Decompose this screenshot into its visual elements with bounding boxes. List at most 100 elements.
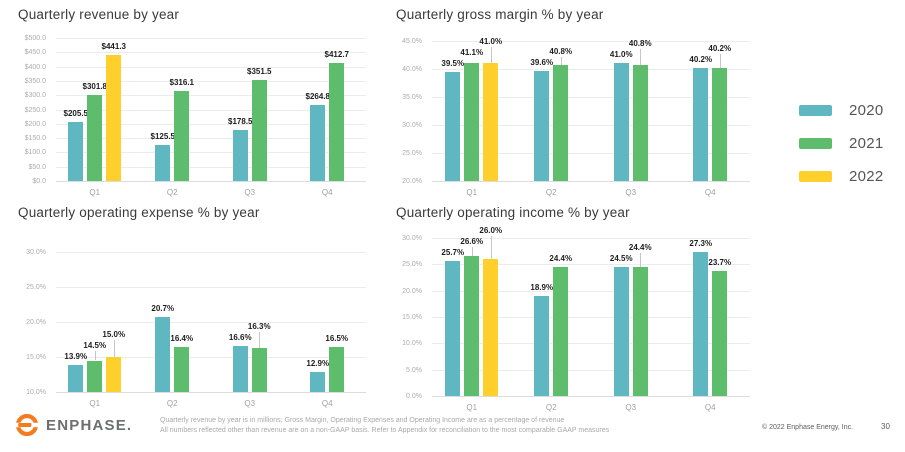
bar-2020-Q1 bbox=[68, 364, 84, 392]
legend-item-2022: 2022 bbox=[799, 167, 884, 185]
y-tick-label: $400.0 bbox=[24, 63, 46, 71]
y-tick-label: 0.0% bbox=[406, 393, 422, 400]
y-tick-label: 40.0% bbox=[402, 66, 422, 73]
y-tick-label: 20.0% bbox=[26, 319, 46, 326]
bar-2021-Q1 bbox=[87, 360, 103, 392]
plot-area-operating-expense: 10.0% 15.0% 20.0% 25.0% 30.0% 13.9% 14.5% 15.0%… bbox=[8, 249, 406, 414]
bar-2021-Q4 bbox=[329, 346, 345, 392]
legend-label-2022: 2022 bbox=[849, 167, 884, 185]
bar-value-label: $316.1 bbox=[169, 77, 194, 87]
legend-label-2021: 2021 bbox=[849, 134, 884, 152]
gridline bbox=[432, 69, 750, 70]
bar-value-label: 24.4% bbox=[628, 242, 652, 252]
x-axis-label-Q3: Q3 bbox=[244, 399, 256, 408]
y-tick-label: $200.0 bbox=[24, 120, 46, 128]
bar-2020-Q3 bbox=[232, 129, 248, 181]
y-tick-label: $150.0 bbox=[24, 135, 46, 143]
x-axis-label-Q1: Q1 bbox=[466, 403, 478, 412]
chart-title: Quarterly operating expense % by year bbox=[18, 205, 260, 220]
bar-2021-Q4 bbox=[712, 271, 728, 396]
legend-swatch-2020 bbox=[799, 104, 832, 116]
footnote-line1: Quarterly revenue by year is in millions… bbox=[160, 417, 565, 424]
bar-value-label: 40.2% bbox=[708, 43, 732, 53]
y-tick-label: 15.0% bbox=[402, 314, 422, 321]
gridline bbox=[56, 52, 366, 54]
bar-2022-Q1 bbox=[106, 357, 122, 392]
x-axis-label-Q4: Q4 bbox=[704, 403, 716, 412]
plot-area-operating-income: 0.0% 5.0% 10.0% 15.0% 20.0% 25.0% 30.0% 25.7% 26… bbox=[386, 226, 790, 418]
label-leader-line bbox=[719, 53, 721, 68]
y-tick-label: $100.0 bbox=[24, 149, 46, 157]
y-tick-label: 10.0% bbox=[402, 340, 422, 348]
y-tick-label: 20.0% bbox=[402, 287, 422, 295]
y-tick-label: 25.0% bbox=[402, 150, 422, 157]
label-leader-line bbox=[490, 46, 492, 64]
y-tick-label: 20.0% bbox=[402, 178, 422, 185]
enphase-logo-text: ENPHASE. bbox=[46, 416, 133, 434]
bar-value-label: 20.7% bbox=[151, 304, 175, 314]
legend-swatch-2021 bbox=[799, 137, 832, 149]
gridline bbox=[56, 357, 366, 358]
label-leader-line bbox=[490, 235, 492, 260]
gridline bbox=[432, 125, 750, 126]
bar-2021-Q2 bbox=[553, 64, 569, 181]
bar-2021-Q3 bbox=[251, 80, 267, 181]
label-leader-line bbox=[471, 246, 473, 256]
x-axis-label-Q2: Q2 bbox=[166, 399, 178, 408]
y-tick-label: $0.0 bbox=[32, 178, 46, 185]
bar-value-label: 15.0% bbox=[102, 329, 126, 339]
legend-item-2020: 2020 bbox=[799, 101, 884, 119]
y-tick-label: 30.0% bbox=[26, 249, 46, 256]
gridline bbox=[56, 95, 366, 97]
bar-value-label: 13.9% bbox=[64, 351, 88, 361]
chart-title: Quarterly operating income % by year bbox=[396, 205, 630, 220]
y-tick-label: 30.0% bbox=[402, 235, 422, 242]
label-leader-line bbox=[560, 57, 562, 65]
bar-2021-Q1 bbox=[464, 62, 480, 181]
bar-value-label: 39.5% bbox=[441, 58, 465, 68]
y-tick-label: $450.0 bbox=[24, 49, 46, 57]
y-tick-label: 10.0% bbox=[26, 389, 46, 396]
bar-2021-Q2 bbox=[553, 267, 569, 396]
bar-2021-Q2 bbox=[174, 347, 190, 392]
bar-2021-Q2 bbox=[174, 90, 190, 181]
x-axis-label-Q4: Q4 bbox=[321, 188, 333, 197]
bar-value-label: 16.5% bbox=[325, 333, 349, 343]
y-tick-label: 25.0% bbox=[26, 284, 46, 291]
gridline bbox=[56, 80, 366, 82]
bar-2020-Q1 bbox=[445, 260, 461, 396]
bar-value-label: 39.6% bbox=[530, 58, 554, 68]
page-number: 30 bbox=[881, 422, 890, 431]
y-tick-label: 30.0% bbox=[402, 122, 422, 129]
bar-value-label: $178.5 bbox=[228, 116, 253, 126]
gridline bbox=[432, 97, 750, 98]
gridline bbox=[56, 109, 366, 111]
x-axis-label-Q1: Q1 bbox=[89, 399, 101, 408]
y-tick-label: 5.0% bbox=[406, 366, 422, 374]
y-tick-label: $500.0 bbox=[24, 35, 46, 42]
bar-value-label: 16.3% bbox=[247, 321, 271, 331]
chart-gross-margin: Quarterly gross margin % by year 20.0% 25… bbox=[386, 6, 790, 203]
bar-value-label: 16.6% bbox=[228, 332, 252, 342]
enphase-logo-icon bbox=[14, 413, 40, 437]
x-axis-label-Q2: Q2 bbox=[545, 188, 557, 197]
bar-2021-Q1 bbox=[464, 255, 480, 396]
gridline bbox=[56, 392, 366, 393]
gridline bbox=[432, 181, 750, 182]
bar-value-label: $412.7 bbox=[324, 49, 349, 59]
bar-2020-Q2 bbox=[534, 71, 550, 181]
legend-label-2020: 2020 bbox=[849, 101, 884, 119]
bar-value-label: 12.9% bbox=[306, 358, 330, 368]
x-axis-label-Q4: Q4 bbox=[321, 399, 333, 408]
x-axis-label-Q3: Q3 bbox=[244, 188, 256, 197]
gridline bbox=[432, 396, 750, 397]
bar-2020-Q4 bbox=[310, 371, 326, 392]
footnote: Quarterly revenue by year is in millions… bbox=[160, 416, 609, 436]
chart-operating-income: Quarterly operating income % by year 0.0… bbox=[386, 204, 790, 418]
bar-2020-Q4 bbox=[693, 67, 709, 181]
bar-value-label: $351.5 bbox=[247, 67, 272, 77]
gridline bbox=[56, 166, 366, 168]
gridline bbox=[432, 343, 750, 345]
y-tick-label: $350.0 bbox=[24, 77, 46, 85]
